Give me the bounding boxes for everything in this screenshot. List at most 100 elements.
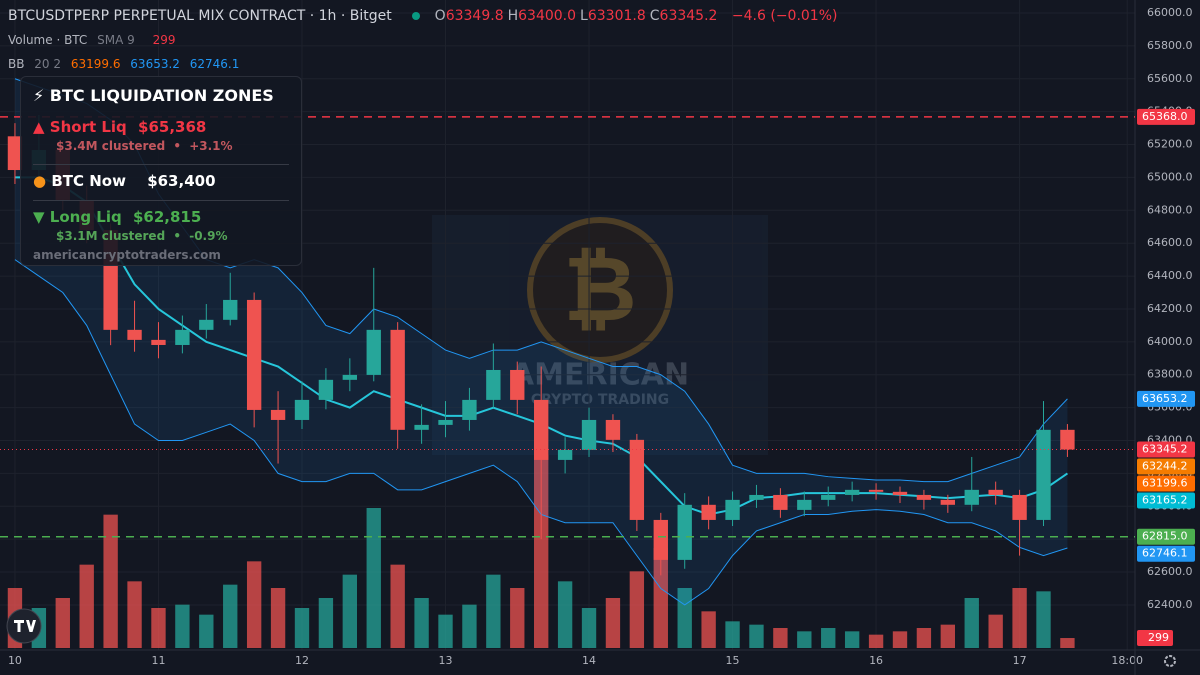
volume-badge — [1137, 630, 1173, 647]
candle-body — [844, 489, 860, 495]
y-tick-label: 63800.0 — [1147, 368, 1193, 381]
bb-value: 63199.6 — [70, 57, 121, 71]
candle-body — [629, 439, 645, 520]
price-badge-label: 63165.2 — [1142, 494, 1188, 507]
divider — [33, 164, 289, 165]
y-tick-label: 64200.0 — [1147, 302, 1193, 315]
price-badge-label: 62815.0 — [1142, 530, 1188, 543]
candle-body — [366, 329, 381, 375]
icon: ▼ — [33, 208, 45, 226]
candle-body — [294, 399, 310, 420]
candle-body — [964, 489, 979, 505]
ohlc-key: H — [507, 8, 519, 24]
label: Short Liq — [49, 118, 127, 136]
volume-bar — [438, 614, 453, 648]
candle-body — [390, 329, 405, 430]
x-tick-label: 14 — [582, 654, 596, 667]
y-tick-label: 62600.0 — [1147, 565, 1193, 578]
volume-bar — [773, 628, 788, 648]
price-badge — [1137, 390, 1195, 407]
candle-body — [270, 409, 286, 420]
price: $62,815 — [132, 208, 202, 226]
volume-bar — [821, 628, 836, 648]
volume-bar — [629, 571, 645, 648]
volume-bar — [1036, 591, 1051, 648]
candle-body — [653, 519, 668, 560]
separator: • — [173, 229, 182, 243]
status-dot — [412, 12, 421, 20]
price-badge-label: 63244.2 — [1142, 460, 1188, 473]
y-tick-label: 65600.0 — [1147, 72, 1193, 85]
bb-value: 63653.2 — [130, 57, 180, 71]
ohlc-key: O — [434, 8, 446, 24]
volume-bar — [797, 631, 812, 648]
candle-body — [151, 339, 166, 345]
candle-body — [246, 299, 262, 410]
volume-bar — [294, 608, 310, 648]
y-tick-label: 64800.0 — [1147, 203, 1193, 216]
y-tick-label: 62400.0 — [1147, 598, 1193, 611]
volume-bar — [414, 598, 429, 648]
candle-body — [1060, 429, 1075, 450]
volume-bar — [318, 598, 334, 648]
volume-bar — [892, 631, 908, 648]
candle-body — [342, 374, 358, 380]
tv-logo-circle — [6, 608, 42, 644]
volume-bar — [844, 631, 860, 648]
x-tick-label: 10 — [8, 654, 22, 667]
volume-bar — [916, 628, 932, 648]
price-badge — [1137, 108, 1195, 125]
ohlc-key: L — [580, 8, 588, 24]
volume-bar — [223, 584, 238, 648]
volume-bar — [199, 614, 214, 648]
watermark-subtitle: CRYPTO TRADING — [531, 392, 669, 408]
detail: $3.4M clustered — [56, 139, 166, 153]
candle-body — [127, 329, 142, 340]
ohlc-value: 63301.8 — [587, 8, 646, 24]
price-badge — [1137, 492, 1195, 509]
candle-body — [940, 499, 956, 505]
candle-body — [486, 369, 501, 400]
separator: • — [173, 139, 182, 153]
price-badge-label: 63199.6 — [1142, 477, 1188, 490]
volume-bar — [55, 598, 70, 648]
x-tick-label: 12 — [295, 654, 309, 667]
volume-bar — [868, 634, 884, 648]
volume-bar — [701, 611, 716, 648]
y-tick-label: 64000.0 — [1147, 335, 1193, 348]
candle-body — [749, 494, 764, 500]
watermark-coin — [527, 217, 673, 363]
y-tick-label: 65800.0 — [1147, 39, 1193, 52]
liquidation-panel: ⚡ BTC LIQUIDATION ZONES ▲ Short Liq $65,… — [20, 76, 302, 266]
volume-bar — [988, 614, 1003, 648]
candle-body — [438, 419, 453, 425]
y-tick-label: 66000.0 — [1147, 6, 1193, 19]
price: $63,400 — [147, 172, 216, 190]
settings-ring — [1164, 655, 1176, 667]
ohlc-value: 63400.0 — [518, 8, 577, 24]
settings-icon[interactable] — [1164, 655, 1176, 667]
candle-body — [1036, 429, 1051, 520]
ohlc-value: 63345.2 — [659, 8, 718, 24]
volume-bar — [175, 604, 190, 648]
volume-bar — [557, 581, 573, 648]
candle-body — [510, 369, 525, 400]
y-tick-label: 64400.0 — [1147, 269, 1193, 282]
price-badge — [1137, 545, 1195, 562]
header: BTCUSDTPERP PERPETUAL MIX CONTRACT · 1h … — [8, 8, 843, 24]
change: +3.1% — [189, 139, 233, 153]
volume-bar — [605, 598, 621, 648]
y-tick-label: 65200.0 — [1147, 138, 1193, 151]
candle-body — [725, 499, 740, 520]
price-badge — [1137, 441, 1195, 458]
volume-label: Volume · BTC — [8, 33, 88, 47]
x-tick-label: 16 — [869, 654, 883, 667]
price-badge — [1137, 458, 1195, 475]
candle-body — [821, 494, 836, 500]
candle-body — [223, 299, 238, 320]
candle-body — [1012, 494, 1027, 520]
candle-body — [7, 136, 23, 171]
price-badge — [1137, 528, 1195, 545]
symbol: BTCUSDTPERP PERPETUAL MIX CONTRACT · 1h … — [8, 8, 392, 24]
volume-bar — [725, 621, 740, 648]
